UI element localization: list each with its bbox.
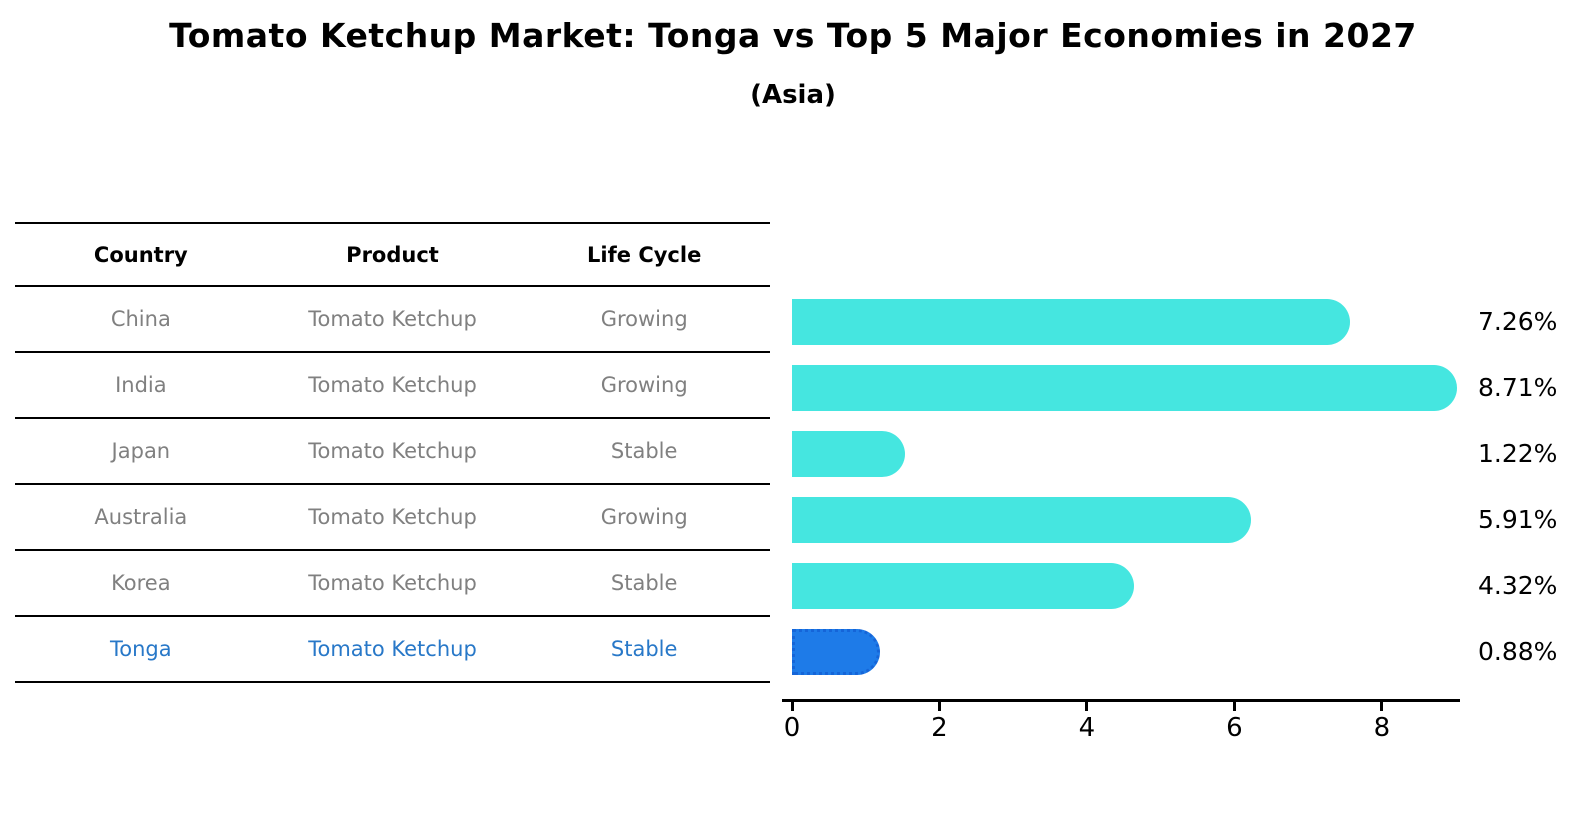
bar-japan [792,431,905,477]
info-table: Country Product Life Cycle China Tomato K… [15,222,770,683]
table-row-japan: Japan Tomato Ketchup Stable [15,419,770,485]
x-axis-tick-label: 0 [783,713,801,743]
cell-life-cycle: Growing [600,505,688,529]
x-axis-tick [1085,702,1089,711]
value-label-australia: 5.91% [1478,505,1558,534]
bar-australia [792,497,1251,543]
cell-product: Tomato Ketchup [308,571,477,595]
chart-subtitle: (Asia) [750,80,836,110]
cell-life-cycle: Stable [610,637,678,661]
chart-title: Tomato Ketchup Market: Tonga vs Top 5 Ma… [169,16,1417,55]
cell-product: Tomato Ketchup [308,439,477,463]
value-label-china: 7.26% [1478,307,1558,336]
value-label-india: 8.71% [1478,373,1558,402]
value-label-japan: 1.22% [1478,439,1558,468]
cell-product: Tomato Ketchup [308,307,477,331]
cell-country: India [115,373,167,397]
table-row-india: India Tomato Ketchup Growing [15,353,770,419]
table-row-australia: Australia Tomato Ketchup Growing [15,485,770,551]
cell-life-cycle: Stable [610,571,678,595]
x-axis-tick [937,702,941,711]
x-axis-tick [790,702,794,711]
x-axis-tick-label: 2 [931,713,948,743]
x-axis-tick-label: 6 [1226,713,1243,743]
cell-product: Tomato Ketchup [308,637,477,661]
cell-life-cycle: Growing [600,307,688,331]
cell-country: Korea [111,571,171,595]
value-label-korea: 4.32% [1478,571,1558,600]
table-row-china: China Tomato Ketchup Growing [15,287,770,353]
table-header-life-cycle: Life Cycle [587,242,702,267]
cell-life-cycle: Growing [600,373,688,397]
cell-product: Tomato Ketchup [308,373,477,397]
cell-country: Japan [111,439,171,463]
table-header-product: Product [346,242,439,267]
x-axis-tick [1380,702,1384,711]
table-body: China Tomato Ketchup Growing India Tomato Ke… [15,287,770,683]
bar-korea [792,563,1134,609]
cell-country: Australia [94,505,188,529]
bar-china [792,299,1350,345]
x-axis-line [782,699,1460,702]
x-axis-tick-label: 4 [1078,713,1096,743]
cell-life-cycle: Stable [610,439,678,463]
cell-country: Tonga [110,637,172,661]
x-axis-tick [1232,702,1236,711]
table-header-country: Country [93,242,188,267]
x-axis-tick-label: 8 [1373,713,1391,743]
table-row-tonga: Tonga Tomato Ketchup Stable [15,617,770,683]
cell-product: Tomato Ketchup [308,505,477,529]
table-row-korea: Korea Tomato Ketchup Stable [15,551,770,617]
table-header-row: Country Product Life Cycle [15,222,770,287]
bar-tonga-highlighted [792,629,880,675]
value-label-tonga: 0.88% [1478,637,1558,666]
bar-india [792,365,1457,411]
cell-country: China [110,307,171,331]
